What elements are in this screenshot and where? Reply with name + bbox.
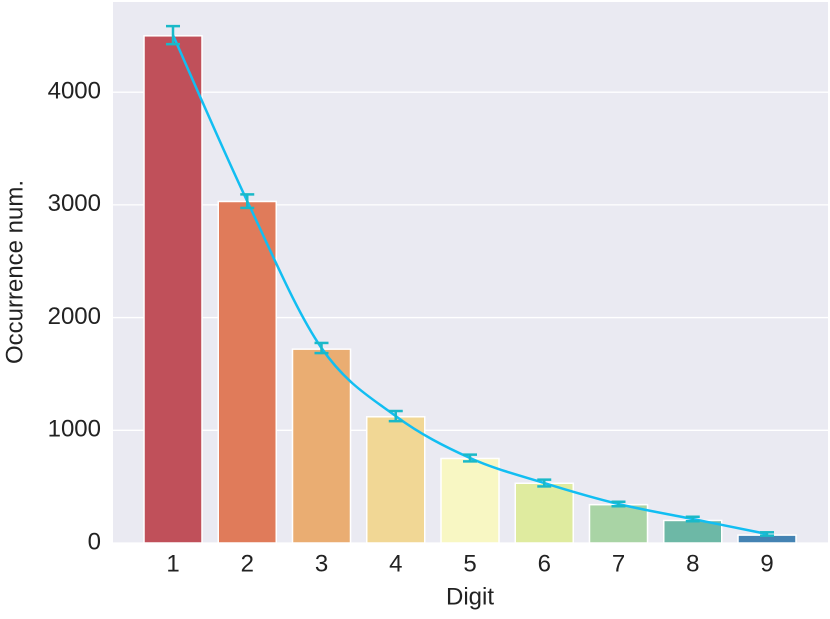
bar bbox=[291, 348, 352, 544]
bar bbox=[514, 482, 574, 544]
x-tick-label: 5 bbox=[463, 550, 476, 577]
error-bar bbox=[611, 500, 626, 508]
x-tick-label: 1 bbox=[166, 550, 179, 577]
x-tick-label: 2 bbox=[241, 550, 254, 577]
error-bar bbox=[314, 341, 329, 355]
bar bbox=[143, 35, 203, 544]
error-bar bbox=[760, 531, 774, 537]
x-tick-label: 6 bbox=[538, 550, 551, 577]
error-bar bbox=[388, 409, 403, 423]
bar bbox=[440, 457, 500, 544]
y-tick-label: 4000 bbox=[48, 78, 101, 105]
error-bar bbox=[463, 453, 477, 463]
y-tick-label: 2000 bbox=[48, 303, 101, 330]
error-bar bbox=[685, 515, 700, 523]
y-axis-label: Occurrence num. bbox=[1, 180, 28, 364]
y-tick-label: 0 bbox=[88, 528, 101, 555]
x-axis-label: Digit bbox=[446, 583, 494, 610]
y-tick-label: 3000 bbox=[48, 190, 101, 217]
error-bar bbox=[240, 193, 255, 210]
error-bar bbox=[537, 478, 552, 488]
error-bar bbox=[166, 24, 180, 46]
y-tick-label: 1000 bbox=[48, 416, 101, 443]
x-tick-label: 9 bbox=[760, 550, 773, 577]
x-tick-label: 8 bbox=[686, 550, 699, 577]
bar bbox=[217, 200, 277, 544]
x-tick-label: 7 bbox=[612, 550, 625, 577]
x-tick-label: 3 bbox=[315, 550, 328, 577]
bar bbox=[366, 416, 426, 544]
bar bbox=[588, 503, 649, 544]
x-tick-label: 4 bbox=[389, 550, 402, 577]
